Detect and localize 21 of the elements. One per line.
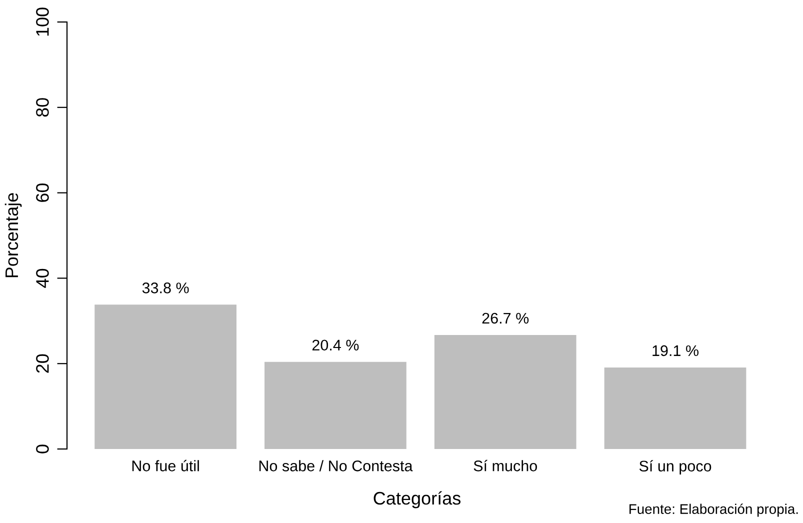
data-label: 26.7 %: [482, 312, 529, 324]
bar: [434, 334, 576, 449]
bar: [94, 304, 236, 449]
bar: [264, 362, 406, 449]
y-tick-label: 0: [36, 444, 49, 454]
y-tick-label: 20: [36, 354, 49, 373]
x-tick-label: No fue útil: [132, 460, 199, 472]
y-tick-label: 40: [36, 268, 49, 288]
x-axis-title: Categorías: [374, 491, 461, 508]
y-tick-label: 80: [36, 98, 49, 117]
source-note: Fuente: Elaboración propia.: [630, 504, 798, 517]
data-label: 19.1 %: [652, 345, 698, 356]
x-tick-label: Sí mucho: [474, 460, 537, 472]
y-tick-label: 100: [36, 8, 49, 36]
x-tick-label: Sí un poco: [639, 460, 712, 475]
bar: [604, 367, 746, 449]
y-axis-title: Porcentaje: [4, 193, 22, 278]
y-tick-label: 60: [36, 183, 49, 202]
data-label: 33.8 %: [142, 282, 189, 294]
data-label: 20.4 %: [312, 340, 359, 351]
x-tick-label: No sabe / No Contesta: [259, 460, 413, 472]
